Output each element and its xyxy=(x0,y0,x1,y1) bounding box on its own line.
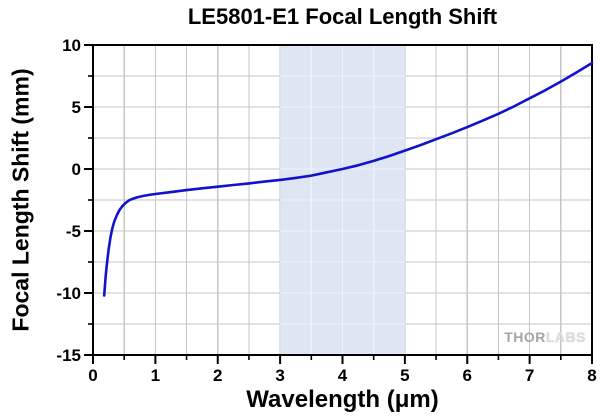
x-tick-label: 2 xyxy=(213,366,222,385)
x-tick-label: 6 xyxy=(463,366,472,385)
x-tick-label: 5 xyxy=(400,366,409,385)
y-tick-label: 5 xyxy=(72,98,81,117)
plot-frame xyxy=(92,44,593,356)
y-tick-label: -10 xyxy=(56,284,81,303)
thorlabs-logo-thor: THOR xyxy=(504,329,546,345)
y-tick-label: -5 xyxy=(66,222,81,241)
x-tick-label: 1 xyxy=(151,366,160,385)
x-tick-label: 8 xyxy=(587,366,596,385)
x-tick-label: 7 xyxy=(525,366,534,385)
thorlabs-logo-labs: LABS xyxy=(545,329,586,345)
y-tick-label: 10 xyxy=(62,36,81,55)
y-tick-label: 0 xyxy=(72,160,81,179)
x-tick-label: 0 xyxy=(88,366,97,385)
thorlabs-logo: THORLABS xyxy=(460,329,586,345)
x-tick-label: 3 xyxy=(275,366,284,385)
x-axis-label: Wavelength (μm) xyxy=(246,386,439,413)
chart-title: LE5801-E1 Focal Length Shift xyxy=(187,4,498,29)
x-tick-label: 4 xyxy=(338,366,348,385)
focal-shift-curve xyxy=(102,61,594,297)
y-tick-label: -15 xyxy=(56,346,81,365)
